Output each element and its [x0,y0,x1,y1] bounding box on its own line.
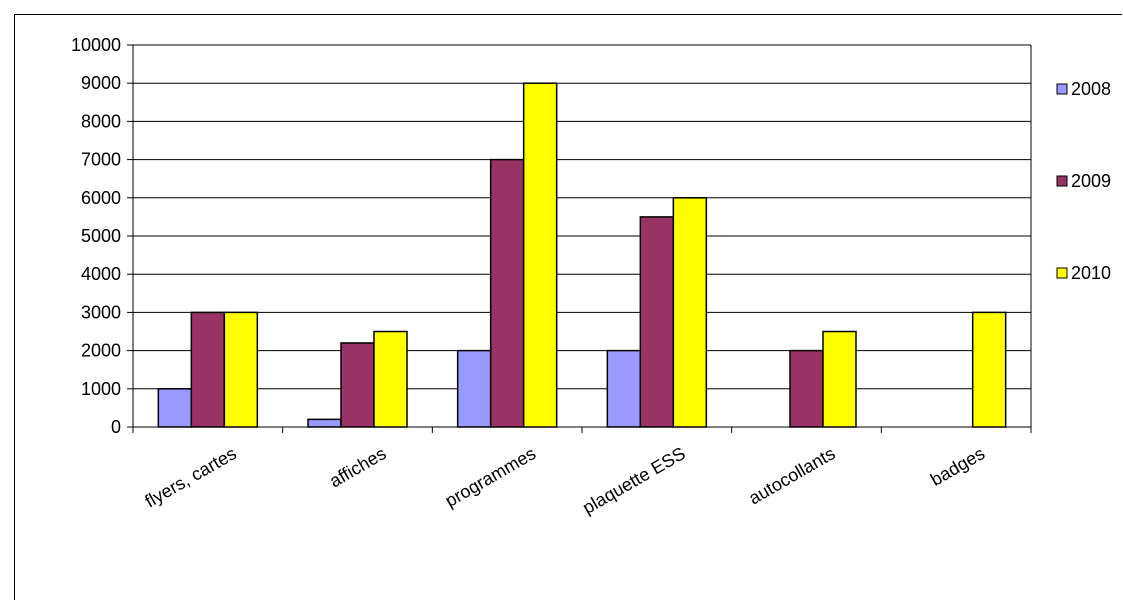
y-tick-label: 1000 [81,379,121,399]
x-tick-label: badges [927,443,988,490]
bar-2009 [789,349,824,428]
x-tick-label: autocollants [745,443,838,508]
legend-label: 2009 [1071,171,1111,191]
y-tick-label: 8000 [81,111,121,131]
legend-swatch [1056,175,1068,187]
y-tick-label: 7000 [81,150,121,170]
bar-2010 [971,311,1007,428]
y-tick-label: 10000 [71,35,121,55]
x-tick-label: plaquette ESS [579,443,689,518]
legend-label: 2008 [1071,79,1111,99]
bar-2010 [822,330,857,428]
y-tick-label: 4000 [81,264,121,284]
bar-2010 [672,197,708,428]
x-tick-label: flyers, cartes [141,443,239,511]
legend-swatch [1056,83,1068,95]
y-tick-label: 2000 [81,341,121,361]
bar-2009 [489,158,525,428]
legend-label: 2010 [1071,263,1111,283]
bar-2010 [223,311,259,428]
y-tick-label: 6000 [81,188,121,208]
chart-frame [14,14,1122,600]
gridlines [133,44,1031,390]
y-tick-label: 9000 [81,73,121,93]
y-tick-label: 3000 [81,302,121,322]
bar-2010 [373,330,408,428]
y-tick-label: 0 [111,417,121,437]
bar-2009 [340,342,375,428]
bar-2008 [456,349,492,428]
y-tick-label: 5000 [81,226,121,246]
bar-2010 [522,82,558,428]
bar-2008 [157,388,193,428]
bars [157,82,1007,428]
bar-2009 [190,311,226,428]
bar-2008 [606,349,642,428]
bar-2008 [307,418,342,428]
legend: 2008 2009 2010 [1056,79,1111,283]
x-tick-label: programmes [442,443,539,511]
x-tick-label: affiches [326,443,389,491]
legend-swatch [1056,267,1068,279]
bar-2009 [639,216,675,428]
